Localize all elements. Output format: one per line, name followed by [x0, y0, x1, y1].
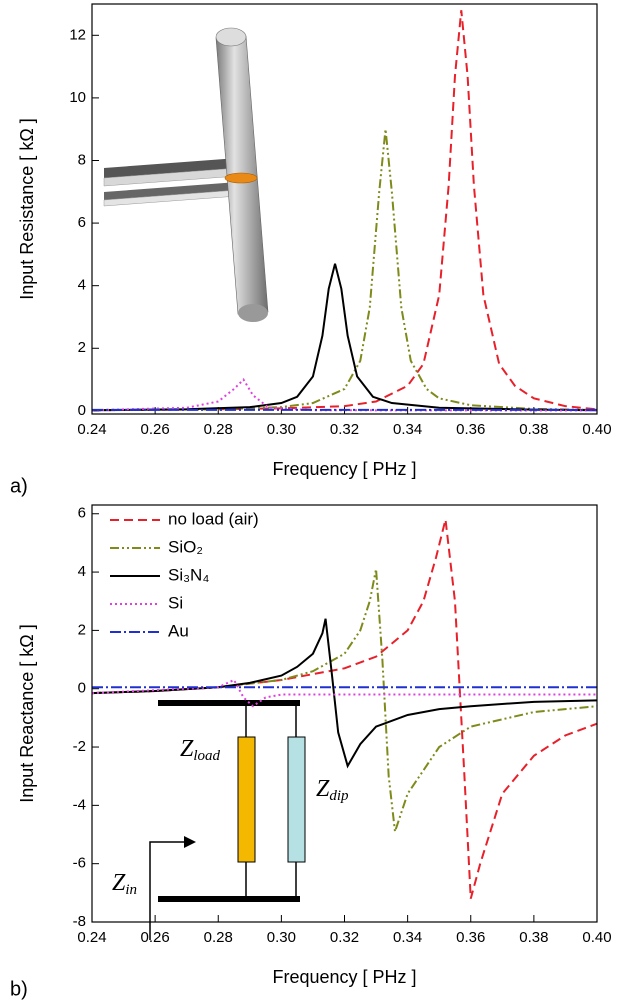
- y-tick-label: 6: [78, 505, 86, 522]
- data-line: [92, 619, 597, 766]
- figure: 0.24 0.26 0.28 0.30 0.32 0.34 0.36 0.38 0.40 0 2 4 6…: [0, 0, 619, 1008]
- legend-label: Si₃N₄: [168, 565, 209, 584]
- x-axis-title: Frequency [ PHz ]: [272, 459, 416, 479]
- rod-cap-bottom: [238, 304, 268, 322]
- annotation: Zdip: [316, 776, 349, 805]
- y-tick-label: 6: [78, 214, 86, 231]
- x-tick-label: 0.28: [204, 421, 233, 438]
- y-tick-label: 2: [78, 621, 86, 638]
- annotation-subscript: in: [125, 882, 137, 898]
- x-tick-label: 0.26: [141, 421, 170, 438]
- x-tick-label: 0.28: [204, 929, 233, 946]
- x-tick-label: 0.36: [456, 421, 485, 438]
- x-tick-label: 0.34: [393, 421, 422, 438]
- y-tick-label: 4: [78, 277, 86, 294]
- panel-label: a): [10, 475, 28, 497]
- x-tick-label: 0.40: [582, 421, 611, 438]
- data-line: [92, 10, 597, 410]
- x-tick-label: 0.38: [519, 929, 548, 946]
- antenna-illustration: [104, 28, 268, 322]
- annotation-main: Z: [112, 870, 126, 896]
- plot-frame: [92, 4, 597, 414]
- y-tick-label: 8: [78, 151, 86, 168]
- x-tick-label: 0.38: [519, 421, 548, 438]
- annotation-subscript: dip: [329, 788, 349, 804]
- legend-label: SiO₂: [168, 537, 203, 556]
- x-tick-label: 0.24: [77, 929, 106, 946]
- y-tick-label: -8: [73, 913, 86, 930]
- x-tick-label: 0.30: [267, 929, 296, 946]
- x-tick-label: 0.32: [330, 929, 359, 946]
- y-axis-title: Input Reactance [ kΩ ]: [17, 624, 37, 803]
- x-tick-label: 0.30: [267, 421, 296, 438]
- input-arrow: [150, 842, 186, 940]
- circuit-diagram: [150, 703, 305, 940]
- page: 0.24 0.26 0.28 0.30 0.32 0.34 0.36 0.38 0.40 0 2 4 6…: [0, 0, 619, 1008]
- annotation: Zload: [180, 736, 221, 765]
- load-ring: [225, 173, 257, 183]
- annotation-subscript: load: [193, 748, 220, 764]
- legend-label: Si: [168, 593, 183, 612]
- rod-cap-top: [216, 28, 246, 46]
- y-tick-label: 0: [78, 402, 86, 419]
- x-tick-label: 0.36: [456, 929, 485, 946]
- y-tick-label: -6: [73, 855, 86, 872]
- x-axis-title: Frequency [ PHz ]: [272, 967, 416, 987]
- x-tick-label: 0.24: [77, 421, 106, 438]
- annotation: Zin: [112, 870, 137, 899]
- load-impedance: [238, 737, 255, 862]
- y-tick-label: -2: [73, 738, 86, 755]
- y-tick-label: 12: [69, 26, 86, 43]
- dipole-impedance: [288, 737, 305, 862]
- panel-label: b): [10, 978, 28, 1000]
- y-tick-label: 4: [78, 563, 86, 580]
- legend-label: Au: [168, 621, 189, 640]
- arrow-head: [184, 836, 196, 848]
- y-tick-label: -4: [73, 796, 86, 813]
- data-line: [92, 264, 597, 410]
- annotation-main: Z: [180, 736, 194, 762]
- legend-label: no load (air): [168, 509, 259, 528]
- y-axis-title: Input Resistance [ kΩ ]: [17, 118, 37, 300]
- x-tick-label: 0.40: [582, 929, 611, 946]
- y-tick-label: 0: [78, 680, 86, 697]
- y-tick-label: 10: [69, 89, 86, 106]
- annotation-main: Z: [316, 776, 330, 802]
- x-tick-label: 0.34: [393, 929, 422, 946]
- y-tick-label: 2: [78, 339, 86, 356]
- x-tick-label: 0.32: [330, 421, 359, 438]
- x-tick-label: 0.26: [141, 929, 170, 946]
